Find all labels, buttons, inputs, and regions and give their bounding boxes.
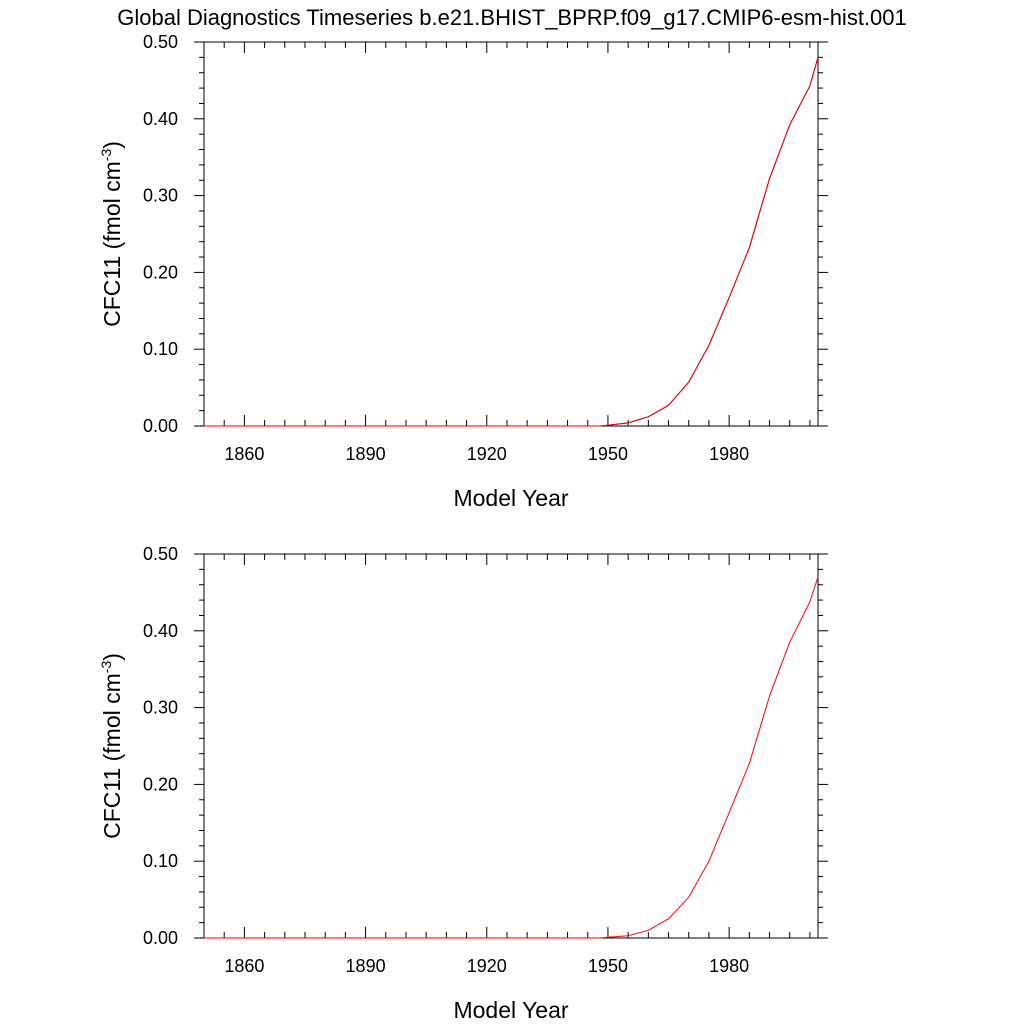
chart-1-y-tick-label: 0.30 — [143, 186, 178, 206]
chart-1-y-tick-label: 0.20 — [143, 262, 178, 282]
chart-2-series-line-1 — [204, 576, 819, 939]
chart-1-x-tick-label: 1860 — [224, 444, 264, 464]
chart-1-y-axis-label: CFC11 (fmol cm-3) — [98, 141, 125, 327]
chart-2-x-tick-label: 1890 — [346, 956, 386, 976]
chart-2-y-tick-label: 0.30 — [143, 698, 178, 718]
chart-1-y-tick-label: 0.00 — [143, 416, 178, 436]
chart-2-y-tick-label: 0.40 — [143, 621, 178, 641]
chart-1-series-line-1 — [204, 57, 819, 427]
chart-2-y-tick-label: 0.50 — [143, 544, 178, 564]
chart-1-y-tick-label: 0.10 — [143, 339, 178, 359]
figure-title: Global Diagnostics Timeseries b.e21.BHIS… — [117, 5, 907, 30]
chart-1-x-tick-label: 1890 — [346, 444, 386, 464]
chart-2-x-tick-label: 1950 — [588, 956, 628, 976]
chart-2-y-tick-label: 0.20 — [143, 774, 178, 794]
chart-1-x-tick-label: 1920 — [467, 444, 507, 464]
chart-1-x-tick-label: 1980 — [709, 444, 749, 464]
chart-1-x-tick-label: 1950 — [588, 444, 628, 464]
chart-2-y-tick-label: 0.10 — [143, 851, 178, 871]
chart-1-series-line-2 — [204, 57, 819, 427]
chart-2-x-axis-label: Model Year — [453, 997, 568, 1023]
chart-2-y-tick-label: 0.00 — [143, 928, 178, 948]
chart-1-frame — [203, 41, 819, 427]
chart-1-y-tick-label: 0.50 — [143, 32, 178, 52]
chart-2-x-tick-label: 1920 — [467, 956, 507, 976]
chart-2-x-tick-label: 1860 — [224, 956, 264, 976]
chart-2-y-axis-label: CFC11 (fmol cm-3) — [98, 653, 125, 839]
chart-1-y-tick-label: 0.40 — [143, 109, 178, 129]
chart-2-x-tick-label: 1980 — [709, 956, 749, 976]
chart-2-frame — [203, 553, 819, 939]
chart-1-x-axis-label: Model Year — [453, 485, 568, 511]
